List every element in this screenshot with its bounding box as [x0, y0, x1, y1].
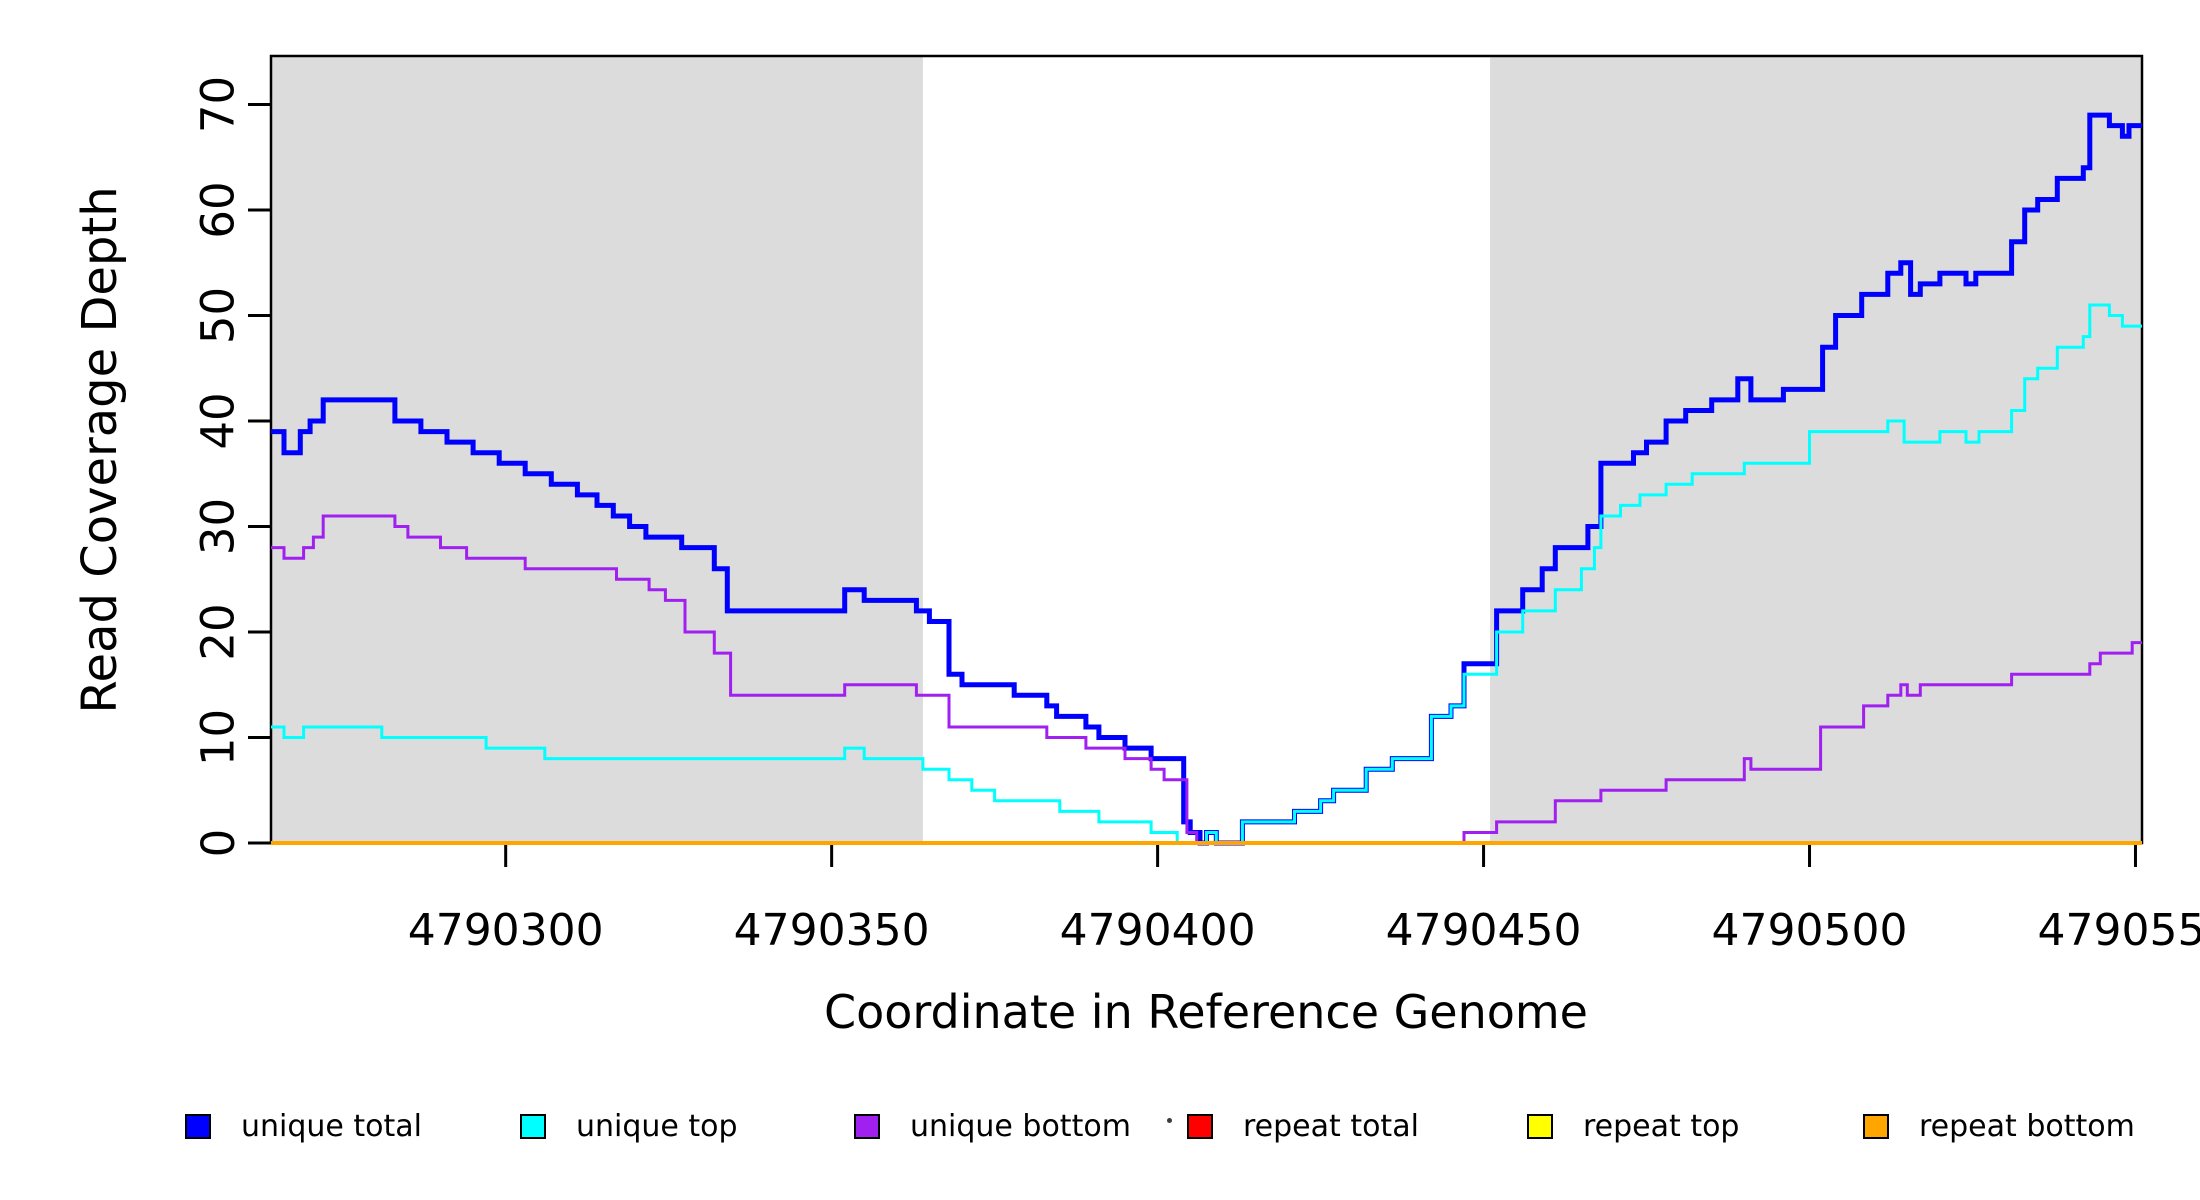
y-axis-tick-label: 0	[192, 829, 245, 858]
y-axis-tick-label: 10	[192, 709, 245, 766]
legend-item-repeat-top: repeat top	[1527, 1096, 1739, 1156]
legend-swatch-icon	[185, 1113, 211, 1139]
shaded-region	[271, 56, 923, 843]
y-axis-title: Read Coverage Depth	[72, 186, 128, 714]
legend-item-unique-bottom: unique bottom	[854, 1096, 1131, 1156]
x-axis-tick-label: 4790400	[1060, 905, 1256, 956]
legend-swatch-icon	[854, 1113, 880, 1139]
y-axis-tick-label: 60	[192, 181, 245, 238]
y-axis-tick-label: 50	[192, 287, 245, 344]
x-axis-tick-label: 4790450	[1386, 905, 1582, 956]
legend-swatch-icon	[1187, 1113, 1213, 1139]
legend-label: unique total	[241, 1108, 423, 1144]
stray-dot	[1167, 1118, 1172, 1123]
x-axis-tick-label: 4790350	[734, 905, 930, 956]
x-axis-title: Coordinate in Reference Genome	[824, 985, 1588, 1039]
legend-label: repeat total	[1243, 1108, 1419, 1144]
y-axis-tick-label: 70	[192, 76, 245, 133]
legend-item-repeat-total: repeat total	[1187, 1096, 1419, 1156]
x-axis-tick-label: 4790500	[1712, 905, 1908, 956]
legend-label: repeat bottom	[1919, 1108, 2135, 1144]
series-line-unique-bottom	[271, 514, 2142, 845]
legend-item-repeat-bottom: repeat bottom	[1863, 1096, 2135, 1156]
series-line-unique-top	[271, 303, 2142, 845]
y-axis-tick-label: 20	[192, 603, 245, 660]
y-axis-tick-label: 30	[192, 498, 245, 555]
legend-swatch-icon	[1863, 1113, 1889, 1139]
legend-label: repeat top	[1583, 1108, 1740, 1144]
legend-swatch-icon	[1527, 1113, 1553, 1139]
shaded-region	[1490, 56, 2142, 843]
x-axis-tick-label: 4790300	[408, 905, 604, 956]
legend-item-unique-total: unique total	[185, 1096, 422, 1156]
legend: unique total unique top unique bottom repea…	[0, 1096, 2200, 1166]
legend-swatch-icon	[520, 1113, 546, 1139]
legend-label: unique top	[576, 1108, 738, 1144]
legend-item-unique-top: unique top	[520, 1096, 738, 1156]
legend-label: unique bottom	[910, 1108, 1131, 1144]
y-axis-tick-label: 40	[192, 392, 245, 449]
